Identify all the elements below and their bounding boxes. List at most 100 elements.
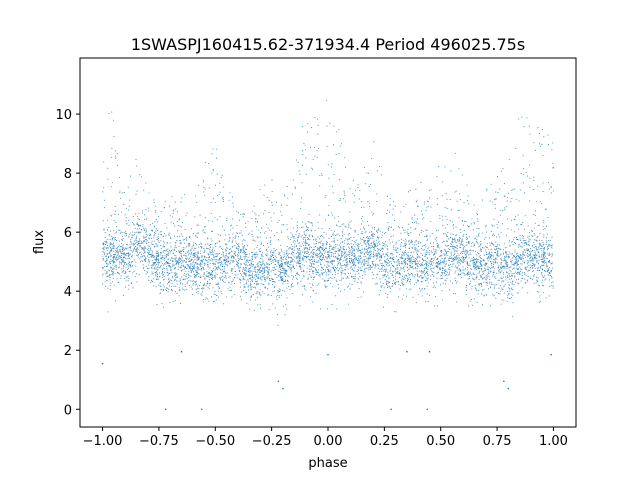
scatter-point bbox=[328, 253, 330, 255]
scatter-point bbox=[344, 239, 346, 242]
scatter-point bbox=[343, 192, 345, 194]
scatter-point bbox=[287, 275, 289, 277]
scatter-point bbox=[136, 240, 138, 242]
scatter-point bbox=[104, 266, 106, 268]
scatter-point bbox=[514, 241, 516, 244]
scatter-point bbox=[257, 304, 259, 306]
scatter-point bbox=[295, 256, 297, 258]
scatter-point bbox=[148, 253, 150, 255]
scatter-point bbox=[337, 253, 339, 255]
scatter-point bbox=[404, 254, 406, 256]
scatter-point bbox=[380, 281, 382, 283]
scatter-point bbox=[296, 225, 298, 227]
scatter-point bbox=[297, 161, 299, 163]
scatter-point bbox=[393, 229, 395, 231]
scatter-point bbox=[540, 258, 542, 261]
scatter-point bbox=[378, 165, 381, 168]
scatter-point bbox=[402, 245, 404, 247]
scatter-point bbox=[299, 264, 301, 267]
scatter-point bbox=[131, 262, 133, 264]
scatter-point bbox=[177, 225, 179, 227]
scatter-point bbox=[220, 291, 222, 293]
scatter-point bbox=[302, 154, 304, 156]
scatter-point bbox=[410, 273, 413, 275]
scatter-point bbox=[382, 270, 384, 272]
scatter-point bbox=[491, 225, 493, 227]
scatter-point bbox=[166, 262, 168, 264]
scatter-point bbox=[219, 265, 221, 267]
scatter-point bbox=[230, 281, 232, 283]
scatter-point bbox=[373, 141, 375, 143]
scatter-point bbox=[415, 244, 417, 246]
scatter-point bbox=[478, 284, 480, 286]
scatter-point bbox=[108, 261, 111, 263]
scatter-point bbox=[259, 261, 261, 263]
scatter-point bbox=[211, 172, 213, 174]
scatter-point bbox=[283, 261, 286, 263]
scatter-point bbox=[338, 268, 340, 270]
scatter-point bbox=[296, 265, 298, 267]
scatter-point bbox=[103, 273, 105, 275]
scatter-point bbox=[311, 249, 313, 251]
scatter-point bbox=[468, 203, 470, 205]
scatter-point bbox=[379, 289, 381, 291]
scatter-point bbox=[403, 279, 405, 281]
scatter-point bbox=[401, 279, 403, 281]
scatter-point bbox=[264, 278, 266, 280]
scatter-point bbox=[461, 242, 463, 244]
scatter-point bbox=[522, 277, 524, 279]
scatter-point bbox=[264, 264, 266, 266]
scatter-point bbox=[278, 252, 280, 254]
scatter-point bbox=[476, 212, 478, 215]
scatter-point bbox=[122, 267, 124, 269]
scatter-point bbox=[119, 192, 121, 194]
scatter-point bbox=[151, 240, 153, 242]
scatter-point bbox=[473, 222, 475, 224]
scatter-point bbox=[173, 209, 175, 211]
scatter-point bbox=[301, 251, 303, 253]
scatter-point bbox=[519, 273, 521, 275]
scatter-point bbox=[381, 264, 383, 266]
scatter-point bbox=[483, 269, 485, 271]
scatter-point bbox=[512, 315, 514, 317]
scatter-point bbox=[450, 233, 452, 235]
scatter-point bbox=[401, 298, 403, 300]
scatter-point bbox=[190, 271, 192, 273]
scatter-point bbox=[366, 264, 368, 267]
scatter-point bbox=[203, 269, 205, 271]
scatter-point bbox=[342, 277, 344, 280]
scatter-point bbox=[290, 264, 292, 266]
scatter-point bbox=[110, 214, 112, 216]
scatter-point bbox=[272, 261, 274, 263]
scatter-point bbox=[513, 284, 515, 286]
scatter-point bbox=[363, 241, 365, 243]
scatter-point bbox=[436, 277, 438, 279]
scatter-point bbox=[528, 244, 531, 246]
scatter-point bbox=[379, 230, 381, 232]
scatter-point bbox=[272, 256, 275, 258]
scatter-point bbox=[310, 264, 312, 266]
scatter-point bbox=[214, 217, 216, 219]
scatter-point bbox=[113, 262, 115, 264]
scatter-point bbox=[445, 249, 447, 251]
scatter-point bbox=[319, 274, 321, 276]
scatter-point bbox=[249, 270, 251, 272]
scatter-point bbox=[303, 275, 305, 277]
scatter-point bbox=[341, 279, 343, 281]
scatter-point bbox=[222, 200, 224, 203]
scatter-point bbox=[461, 251, 463, 253]
scatter-point bbox=[478, 228, 480, 230]
scatter-point bbox=[190, 272, 192, 274]
scatter-point bbox=[112, 119, 115, 121]
scatter-point bbox=[465, 289, 468, 291]
scatter-point bbox=[351, 248, 354, 250]
scatter-point bbox=[398, 261, 400, 263]
scatter-point bbox=[256, 244, 259, 246]
scatter-point bbox=[481, 304, 483, 306]
scatter-point bbox=[512, 244, 514, 246]
scatter-point bbox=[219, 246, 221, 248]
scatter-point bbox=[368, 243, 370, 246]
scatter-point bbox=[301, 234, 303, 236]
scatter-point bbox=[251, 265, 253, 267]
scatter-point bbox=[209, 246, 211, 248]
